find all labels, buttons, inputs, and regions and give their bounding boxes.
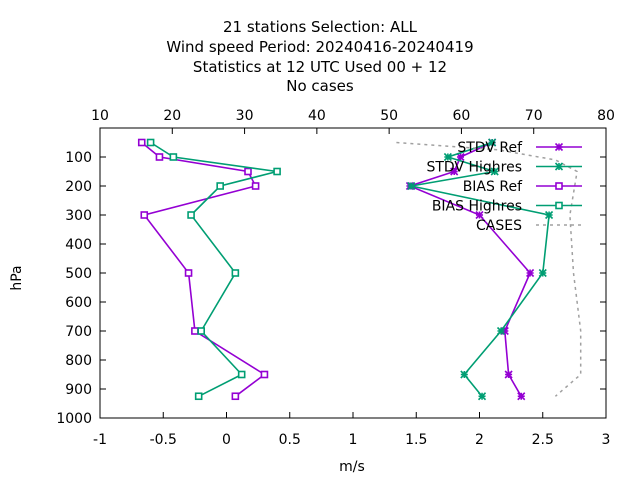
- data-point: [197, 327, 205, 335]
- data-point: [231, 269, 240, 277]
- data-point: [407, 181, 416, 191]
- x-tick-label: -1: [93, 432, 107, 448]
- top-tick-label: 40: [308, 108, 326, 124]
- legend-entry: BIAS Highres: [432, 199, 582, 215]
- legend-label: BIAS Ref: [463, 179, 523, 195]
- data-point: [216, 182, 224, 190]
- legend-marker: [555, 201, 563, 210]
- data-point: [456, 152, 465, 162]
- top-tick-label: 60: [453, 108, 471, 124]
- y-tick-label: 200: [65, 179, 92, 195]
- data-point: [477, 392, 487, 401]
- legend-entry: BIAS Ref: [463, 179, 582, 195]
- series-1: [407, 138, 554, 401]
- top-tick-label: 80: [597, 108, 615, 124]
- x-tick-label: 0: [222, 432, 231, 448]
- y-tick-label: 600: [65, 295, 92, 311]
- legend-marker: [555, 182, 563, 190]
- legend-entry: CASES: [476, 218, 582, 234]
- legend-label: BIAS Highres: [432, 199, 522, 215]
- data-point: [140, 211, 149, 219]
- y-tick-label: 100: [65, 150, 92, 166]
- data-point: [155, 153, 164, 161]
- data-point: [191, 327, 199, 335]
- series-line: [396, 141, 582, 397]
- series-line: [150, 141, 278, 398]
- legend-entry: STDV Highres: [426, 160, 582, 176]
- legend-label: CASES: [476, 218, 522, 234]
- data-point: [244, 167, 252, 176]
- x-axis-label: m/s: [339, 459, 365, 475]
- series-4: [396, 141, 582, 397]
- y-tick-label: 1000: [56, 411, 92, 427]
- title-line-4: No cases: [286, 77, 354, 95]
- top-tick-label: 10: [91, 108, 109, 124]
- x-tick-label: 0.5: [279, 432, 301, 448]
- x-tick-label: 2: [475, 432, 484, 448]
- data-point: [460, 370, 469, 379]
- legend: STDV Ref STDV Highres BIAS Ref BIAS Highres…: [426, 140, 582, 234]
- y-axis-ticks: 100 200 300 400 500 600 700 800 900 1000: [56, 150, 606, 427]
- y-tick-label: 500: [65, 266, 92, 282]
- data-point: [146, 138, 155, 147]
- x-axis-ticks: -1 -0.5 0 0.5 1 1.5 2 2.5 3: [93, 412, 610, 448]
- title-line-2: Wind speed Period: 20240416-20240419: [166, 38, 473, 56]
- data-point: [187, 211, 195, 219]
- title-line-1: 21 stations Selection: ALL: [223, 18, 418, 36]
- series-group: [137, 138, 582, 401]
- legend-label: STDV Highres: [426, 160, 522, 176]
- top-tick-label: 30: [236, 108, 254, 124]
- title-line-3: Statistics at 12 UTC Used 00 + 12: [193, 58, 447, 76]
- x-tick-label: 2.5: [532, 432, 554, 448]
- data-point: [237, 370, 246, 379]
- data-point: [260, 370, 269, 379]
- y-tick-label: 400: [65, 237, 92, 253]
- data-point: [488, 138, 497, 147]
- chart-title: 21 stations Selection: ALL Wind speed Pe…: [166, 18, 473, 95]
- y-tick-label: 300: [65, 208, 92, 224]
- data-point: [475, 210, 484, 220]
- data-point: [251, 182, 260, 190]
- data-point: [517, 392, 526, 401]
- data-point: [490, 167, 499, 176]
- x-tick-label: -0.5: [150, 432, 177, 448]
- data-point: [137, 138, 146, 147]
- top-axis-ticks: 10 20 30 40 50 60 70 80: [91, 108, 615, 134]
- top-tick-label: 20: [163, 108, 181, 124]
- data-point: [450, 167, 459, 176]
- data-point: [231, 392, 240, 401]
- data-point: [545, 210, 554, 220]
- data-point: [194, 392, 203, 401]
- data-point: [184, 269, 193, 277]
- y-tick-label: 700: [65, 324, 92, 340]
- data-point: [273, 167, 281, 176]
- x-tick-label: 3: [602, 432, 611, 448]
- legend-entry: STDV Ref: [457, 140, 582, 156]
- data-point: [504, 370, 513, 379]
- x-tick-label: 1.5: [405, 432, 427, 448]
- data-point: [526, 268, 535, 278]
- data-point: [538, 268, 547, 278]
- top-tick-label: 50: [380, 108, 398, 124]
- legend-marker: [554, 142, 564, 152]
- y-tick-label: 800: [65, 353, 92, 369]
- legend-label: STDV Ref: [457, 140, 523, 156]
- legend-marker: [554, 162, 564, 171]
- series-line: [141, 141, 266, 397]
- data-point: [496, 326, 506, 336]
- top-tick-label: 70: [525, 108, 543, 124]
- data-point: [443, 152, 452, 162]
- x-tick-label: 1: [349, 432, 358, 448]
- y-axis-label: hPa: [9, 265, 25, 290]
- y-tick-label: 900: [65, 382, 92, 398]
- series-3: [146, 138, 281, 401]
- data-point: [169, 153, 178, 161]
